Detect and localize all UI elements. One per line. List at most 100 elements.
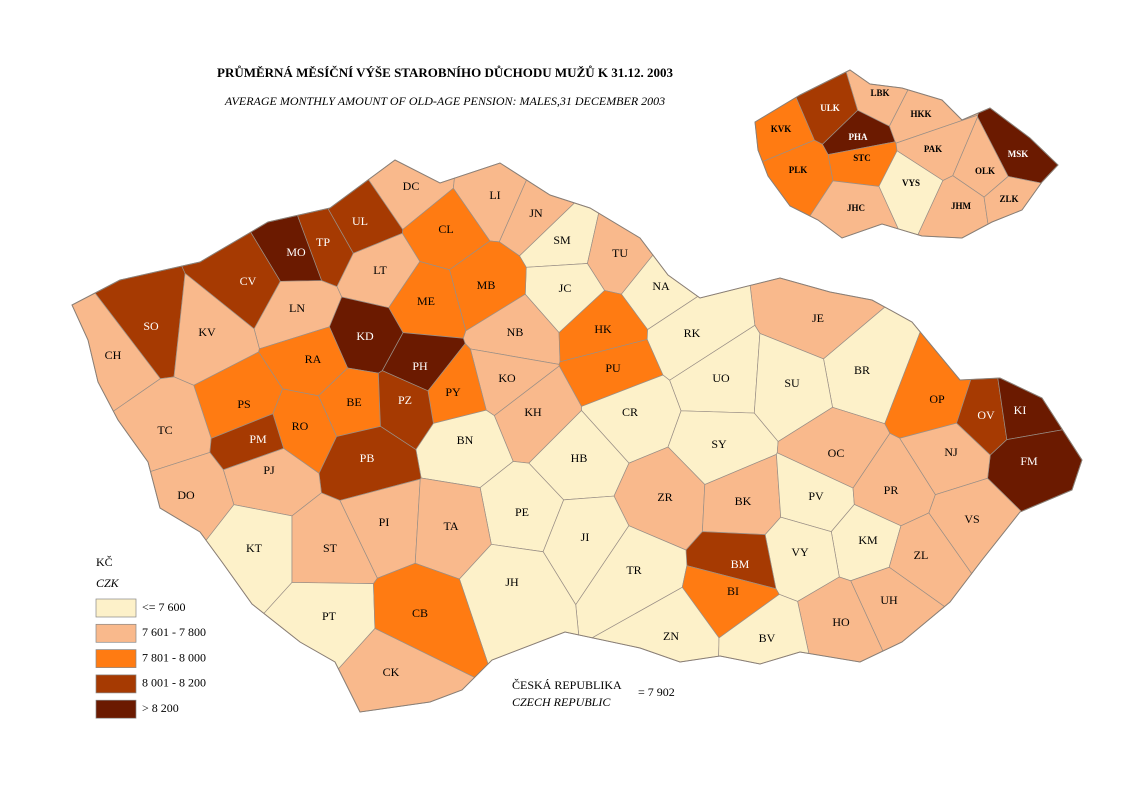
area-label: ZL: [914, 548, 929, 562]
area-label: JI: [581, 530, 590, 544]
area-label: KVK: [771, 124, 792, 134]
area-label: BN: [457, 433, 474, 447]
legend-label: 7 601 - 7 800: [142, 625, 206, 639]
legend-title: KČ: [96, 555, 113, 569]
area-label: PY: [445, 385, 461, 399]
area-label: LN: [289, 301, 305, 315]
legend-swatch: [95, 623, 137, 643]
area-label: PH: [412, 359, 428, 373]
national-label-en: CZECH REPUBLIC: [512, 695, 611, 709]
area-label: SY: [711, 437, 727, 451]
legend-label: 7 801 - 8 000: [142, 650, 206, 664]
area-label: LBK: [870, 88, 889, 98]
district-map: DC LI JN CL UL TP MO SM TU LT CV JC NA MB ME LN SO KV JE KD…: [71, 159, 1083, 713]
area-label: ME: [417, 294, 435, 308]
legend-label: > 8 200: [142, 701, 179, 715]
area-label: PB: [360, 451, 375, 465]
area-label: PR: [884, 483, 899, 497]
area-label: TR: [626, 563, 641, 577]
area-label: TP: [316, 235, 330, 249]
area-label: OV: [977, 408, 995, 422]
legend-label: 8 001 - 8 200: [142, 676, 206, 690]
legend-swatch: [95, 699, 137, 719]
outline: [71, 159, 1083, 713]
outline: [754, 69, 1059, 239]
area-label: PE: [515, 505, 529, 519]
region-inset-map: LBK ULK HKK KVK PHA STC PAK MSK PLK VYS OLK JHC JHM Z…: [754, 69, 1059, 239]
area-label: KH: [524, 405, 542, 419]
area-label: FM: [1020, 454, 1038, 468]
area-label: JHM: [951, 201, 972, 211]
area-label: BR: [854, 363, 870, 377]
area-label: KV: [198, 325, 216, 339]
area-label: PM: [249, 432, 267, 446]
area-label: OC: [828, 446, 845, 460]
area-label: ULK: [820, 103, 840, 113]
area-label: MB: [477, 278, 496, 292]
area-label: NJ: [944, 445, 958, 459]
area-label: ST: [323, 541, 338, 555]
area-label: VY: [791, 545, 809, 559]
area-label: CB: [412, 606, 428, 620]
area-label: HO: [832, 615, 850, 629]
map-subtitle: AVERAGE MONTHLY AMOUNT OF OLD-AGE PENSIO…: [224, 94, 665, 108]
area-label: KT: [246, 541, 263, 555]
area-label: UH: [880, 593, 898, 607]
area-label: KO: [498, 371, 516, 385]
national-label: ČESKÁ REPUBLIKA: [512, 678, 622, 692]
area-label: TA: [443, 519, 458, 533]
area-label: JHC: [847, 203, 865, 213]
area-label: CH: [105, 348, 122, 362]
area-label: BK: [735, 494, 752, 508]
area-label: CV: [240, 274, 257, 288]
area-label: JN: [529, 206, 543, 220]
area-label: SO: [143, 319, 159, 333]
area-label: KD: [356, 329, 374, 343]
area-label: PHA: [849, 132, 868, 142]
area-label: HKK: [910, 109, 931, 119]
area-label: OLK: [975, 166, 995, 176]
area-label: KM: [858, 533, 878, 547]
area-label: MO: [286, 245, 306, 259]
area-label: RA: [305, 352, 322, 366]
area-label: CL: [438, 222, 453, 236]
area-label: PV: [808, 489, 824, 503]
area-label: BI: [727, 584, 739, 598]
area-label: JE: [812, 311, 824, 325]
area-label: SU: [784, 376, 800, 390]
area-label: TC: [157, 423, 172, 437]
area-label: TU: [612, 246, 628, 260]
legend-label: <= 7 600: [142, 600, 186, 614]
area-label: VS: [964, 512, 979, 526]
area-label: HB: [571, 451, 588, 465]
area-label: NB: [507, 325, 524, 339]
area-label: DO: [177, 488, 195, 502]
legend-subtitle: CZK: [96, 576, 120, 590]
area-label: RK: [684, 326, 701, 340]
area-label: ZR: [657, 490, 672, 504]
legend-swatch: [95, 674, 137, 694]
area-label: UL: [352, 214, 368, 228]
area-label: PI: [379, 515, 390, 529]
area-label: ZN: [663, 629, 679, 643]
legend-swatch: [95, 649, 137, 668]
area-label: PS: [237, 397, 250, 411]
area-label: JC: [559, 281, 572, 295]
area-label: JH: [505, 575, 519, 589]
area-label: BE: [346, 395, 361, 409]
area-label: LI: [489, 188, 500, 202]
legend: <= 7 600 7 601 - 7 800 7 801 - 8 000 8 001 …: [95, 598, 206, 719]
area-label: STC: [853, 153, 871, 163]
area-label: PLK: [789, 165, 808, 175]
area-label: BM: [731, 557, 750, 571]
area-label: PU: [605, 361, 621, 375]
area-label: MSK: [1008, 149, 1029, 159]
area-label: PT: [322, 609, 337, 623]
area-label: CK: [383, 665, 400, 679]
area-label: DC: [403, 179, 420, 193]
area-label: OP: [929, 392, 945, 406]
area-label: PJ: [263, 463, 275, 477]
area-label: HK: [594, 322, 612, 336]
area-label: SM: [553, 233, 571, 247]
